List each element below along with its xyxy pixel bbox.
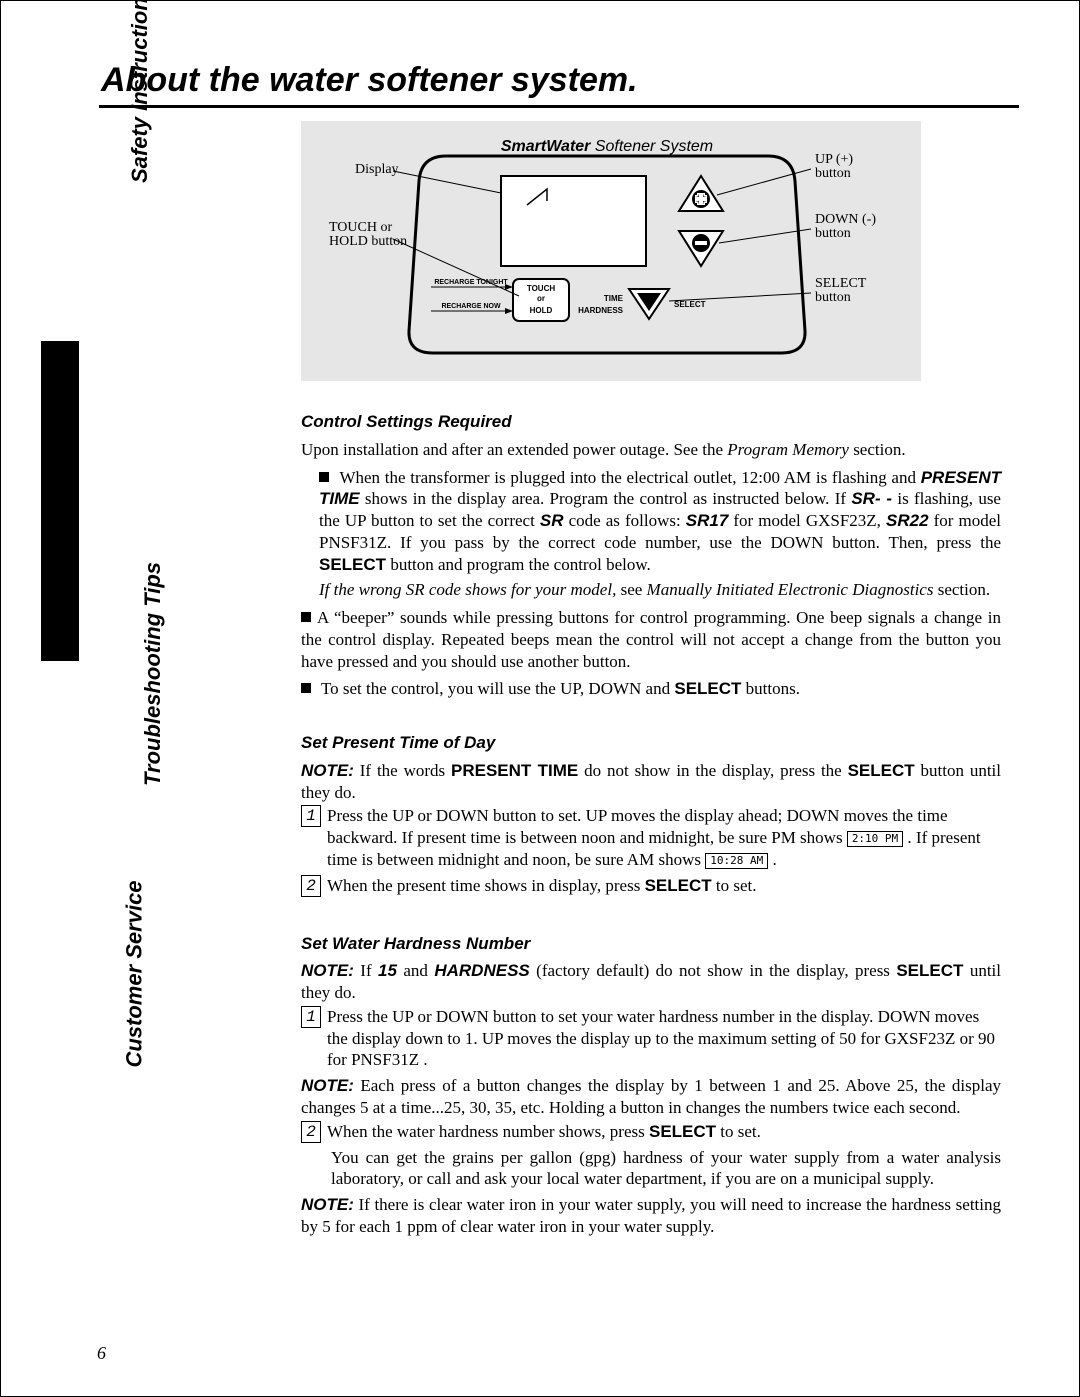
hardness-step-2: 2 When the water hardness number shows, …	[301, 1121, 1001, 1143]
time-note: NOTE: If the words PRESENT TIME do not s…	[301, 760, 1001, 804]
tab-op-label: Operating Instructions	[146, 236, 172, 472]
tab-operating-instructions: Operating Instructions	[41, 341, 79, 661]
tab-cust-label: Customer Service	[122, 880, 148, 1067]
body-text: Control Settings Required Upon installat…	[301, 401, 1001, 1238]
tab-safety-instructions: Safety Instructions	[41, 71, 79, 341]
step-number-1b: 1	[301, 1006, 321, 1028]
time-label: TIME	[604, 294, 624, 303]
control-bullet-3: To set the control, you will use the UP,…	[301, 678, 1001, 700]
svg-text:SmartWater Softener System: SmartWater Softener System	[501, 138, 713, 155]
svg-text:SELECTbutton: SELECTbutton	[815, 276, 867, 305]
manual-page: Safety Instructions Operating Instructio…	[0, 0, 1080, 1397]
heading-set-hardness: Set Water Hardness Number	[301, 933, 1001, 955]
recharge-tonight-label: RECHARGE TONIGHT	[434, 279, 508, 286]
hardness-note-3: NOTE: If there is clear water iron in yo…	[301, 1194, 1001, 1238]
step-number-1: 1	[301, 805, 321, 827]
hardness-step-1: 1 Press the UP or DOWN button to set you…	[301, 1006, 1001, 1071]
tab-troubleshooting-tips: Troubleshooting Tips	[41, 661, 79, 961]
step-number-2: 2	[301, 875, 321, 897]
diagram-title-rest: Softener System	[590, 138, 713, 155]
control-panel-diagram: SmartWater Softener System TOUCH or HOLD…	[301, 121, 921, 381]
hardness-label: HARDNESS	[578, 306, 624, 315]
svg-text:TOUCH orHOLD button: TOUCH orHOLD button	[329, 220, 407, 249]
heading-set-time: Set Present Time of Day	[301, 732, 1001, 754]
hardness-note-2: NOTE: Each press of a button changes the…	[301, 1075, 1001, 1119]
control-bullet-1: When the transformer is plugged into the…	[319, 467, 1001, 576]
page-number: 6	[97, 1343, 106, 1364]
time-step-1: 1 Press the UP or DOWN button to set. UP…	[301, 805, 1001, 870]
lcd-pm-example: 2:10 PM	[847, 831, 903, 847]
btn-hold-label: HOLD	[530, 306, 553, 315]
recharge-now-label: RECHARGE NOW	[441, 303, 501, 310]
heading-control-settings: Control Settings Required	[301, 411, 1001, 433]
hardness-tail: You can get the grains per gallon (gpg) …	[331, 1147, 1001, 1191]
callout-display: Display	[355, 162, 399, 177]
tab-trouble-label: Troubleshooting Tips	[140, 562, 166, 786]
title-rule	[99, 105, 1019, 108]
page-title: About the water softener system.	[101, 61, 638, 100]
diagram-title-bold: SmartWater	[501, 138, 591, 155]
tab-customer-service: Customer Service	[41, 961, 79, 1281]
step-number-2b: 2	[301, 1121, 321, 1143]
btn-or-label: or	[537, 294, 545, 303]
btn-touch-label: TOUCH	[527, 284, 556, 293]
hardness-note: NOTE: If 15 and HARDNESS (factory defaul…	[301, 960, 1001, 1004]
control-bullet-2: A “beeper” sounds while pressing buttons…	[301, 607, 1001, 672]
svg-text:DOWN (-)button: DOWN (-)button	[815, 212, 876, 241]
control-wrong-sr: If the wrong SR code shows for your mode…	[319, 579, 1001, 601]
time-step-2: 2 When the present time shows in display…	[301, 875, 1001, 897]
svg-text:UP (+)button: UP (+)button	[815, 152, 853, 181]
control-intro: Upon installation and after an extended …	[301, 439, 1001, 461]
select-btn-label: SELECT	[674, 300, 706, 309]
lcd-am-example: 10:28 AM	[705, 853, 768, 869]
